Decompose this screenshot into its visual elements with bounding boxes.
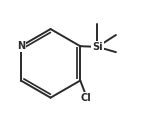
Text: Cl: Cl: [80, 93, 91, 103]
Text: N: N: [17, 41, 25, 51]
Text: Si: Si: [92, 42, 103, 52]
